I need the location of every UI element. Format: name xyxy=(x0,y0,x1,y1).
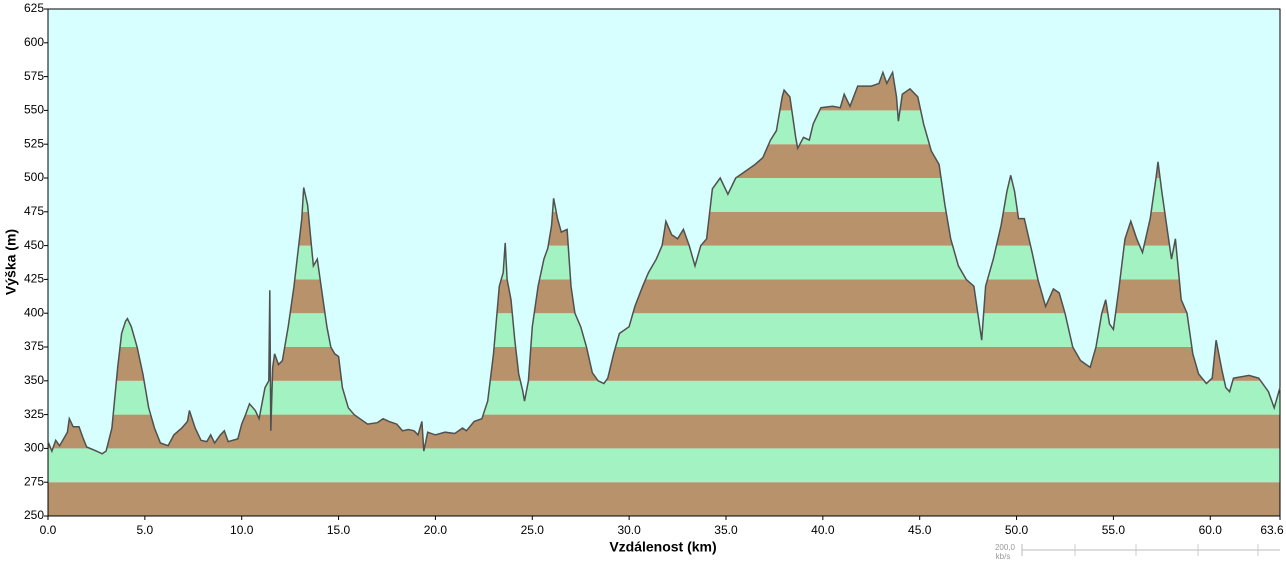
x-tick-label: 25.0 xyxy=(521,523,545,537)
y-tick-label: 475 xyxy=(24,204,44,218)
y-tick-label: 425 xyxy=(24,272,44,286)
elevation-band xyxy=(48,414,1280,449)
x-tick-label: 35.0 xyxy=(714,523,738,537)
speed-widget: 200,0 kb/s xyxy=(995,543,1280,561)
y-tick-label: 600 xyxy=(24,35,44,49)
y-tick-label: 300 xyxy=(24,441,44,455)
x-tick-label: 50.0 xyxy=(1005,523,1029,537)
y-tick-label: 400 xyxy=(24,305,44,319)
y-tick-label: 350 xyxy=(24,373,44,387)
plot-frame xyxy=(47,8,1281,517)
x-axis-label: Vzdálenost (km) xyxy=(609,539,716,555)
x-tick-label: 30.0 xyxy=(617,523,641,537)
x-tick-label: 63.6 xyxy=(1260,523,1284,537)
y-tick-label: 525 xyxy=(24,136,44,150)
y-tick-label: 625 xyxy=(24,1,44,15)
x-tick-label: 20.0 xyxy=(424,523,448,537)
elevation-band xyxy=(48,448,1280,483)
y-tick-label: 575 xyxy=(24,69,44,83)
speed-unit: kb/s xyxy=(996,552,1011,561)
x-tick-label: 10.0 xyxy=(230,523,254,537)
y-tick-label: 325 xyxy=(24,407,44,421)
y-axis-label: Výška (m) xyxy=(3,229,19,295)
y-tick-label: 550 xyxy=(24,103,44,117)
elevation-band xyxy=(48,482,1280,516)
x-tick-label: 15.0 xyxy=(327,523,351,537)
y-tick-label: 500 xyxy=(24,170,44,184)
speed-value: 200,0 xyxy=(995,543,1016,552)
x-tick-label: 40.0 xyxy=(811,523,835,537)
y-tick-label: 375 xyxy=(24,339,44,353)
x-tick-label: 55.0 xyxy=(1102,523,1126,537)
x-tick-label: 0.0 xyxy=(40,523,57,537)
x-tick-label: 5.0 xyxy=(137,523,154,537)
y-tick-label: 250 xyxy=(24,508,44,522)
x-tick-label: 45.0 xyxy=(908,523,932,537)
elevation-line xyxy=(47,70,1281,455)
y-tick-label: 450 xyxy=(24,238,44,252)
y-tick-label: 275 xyxy=(24,474,44,488)
x-tick-label: 60.0 xyxy=(1199,523,1223,537)
